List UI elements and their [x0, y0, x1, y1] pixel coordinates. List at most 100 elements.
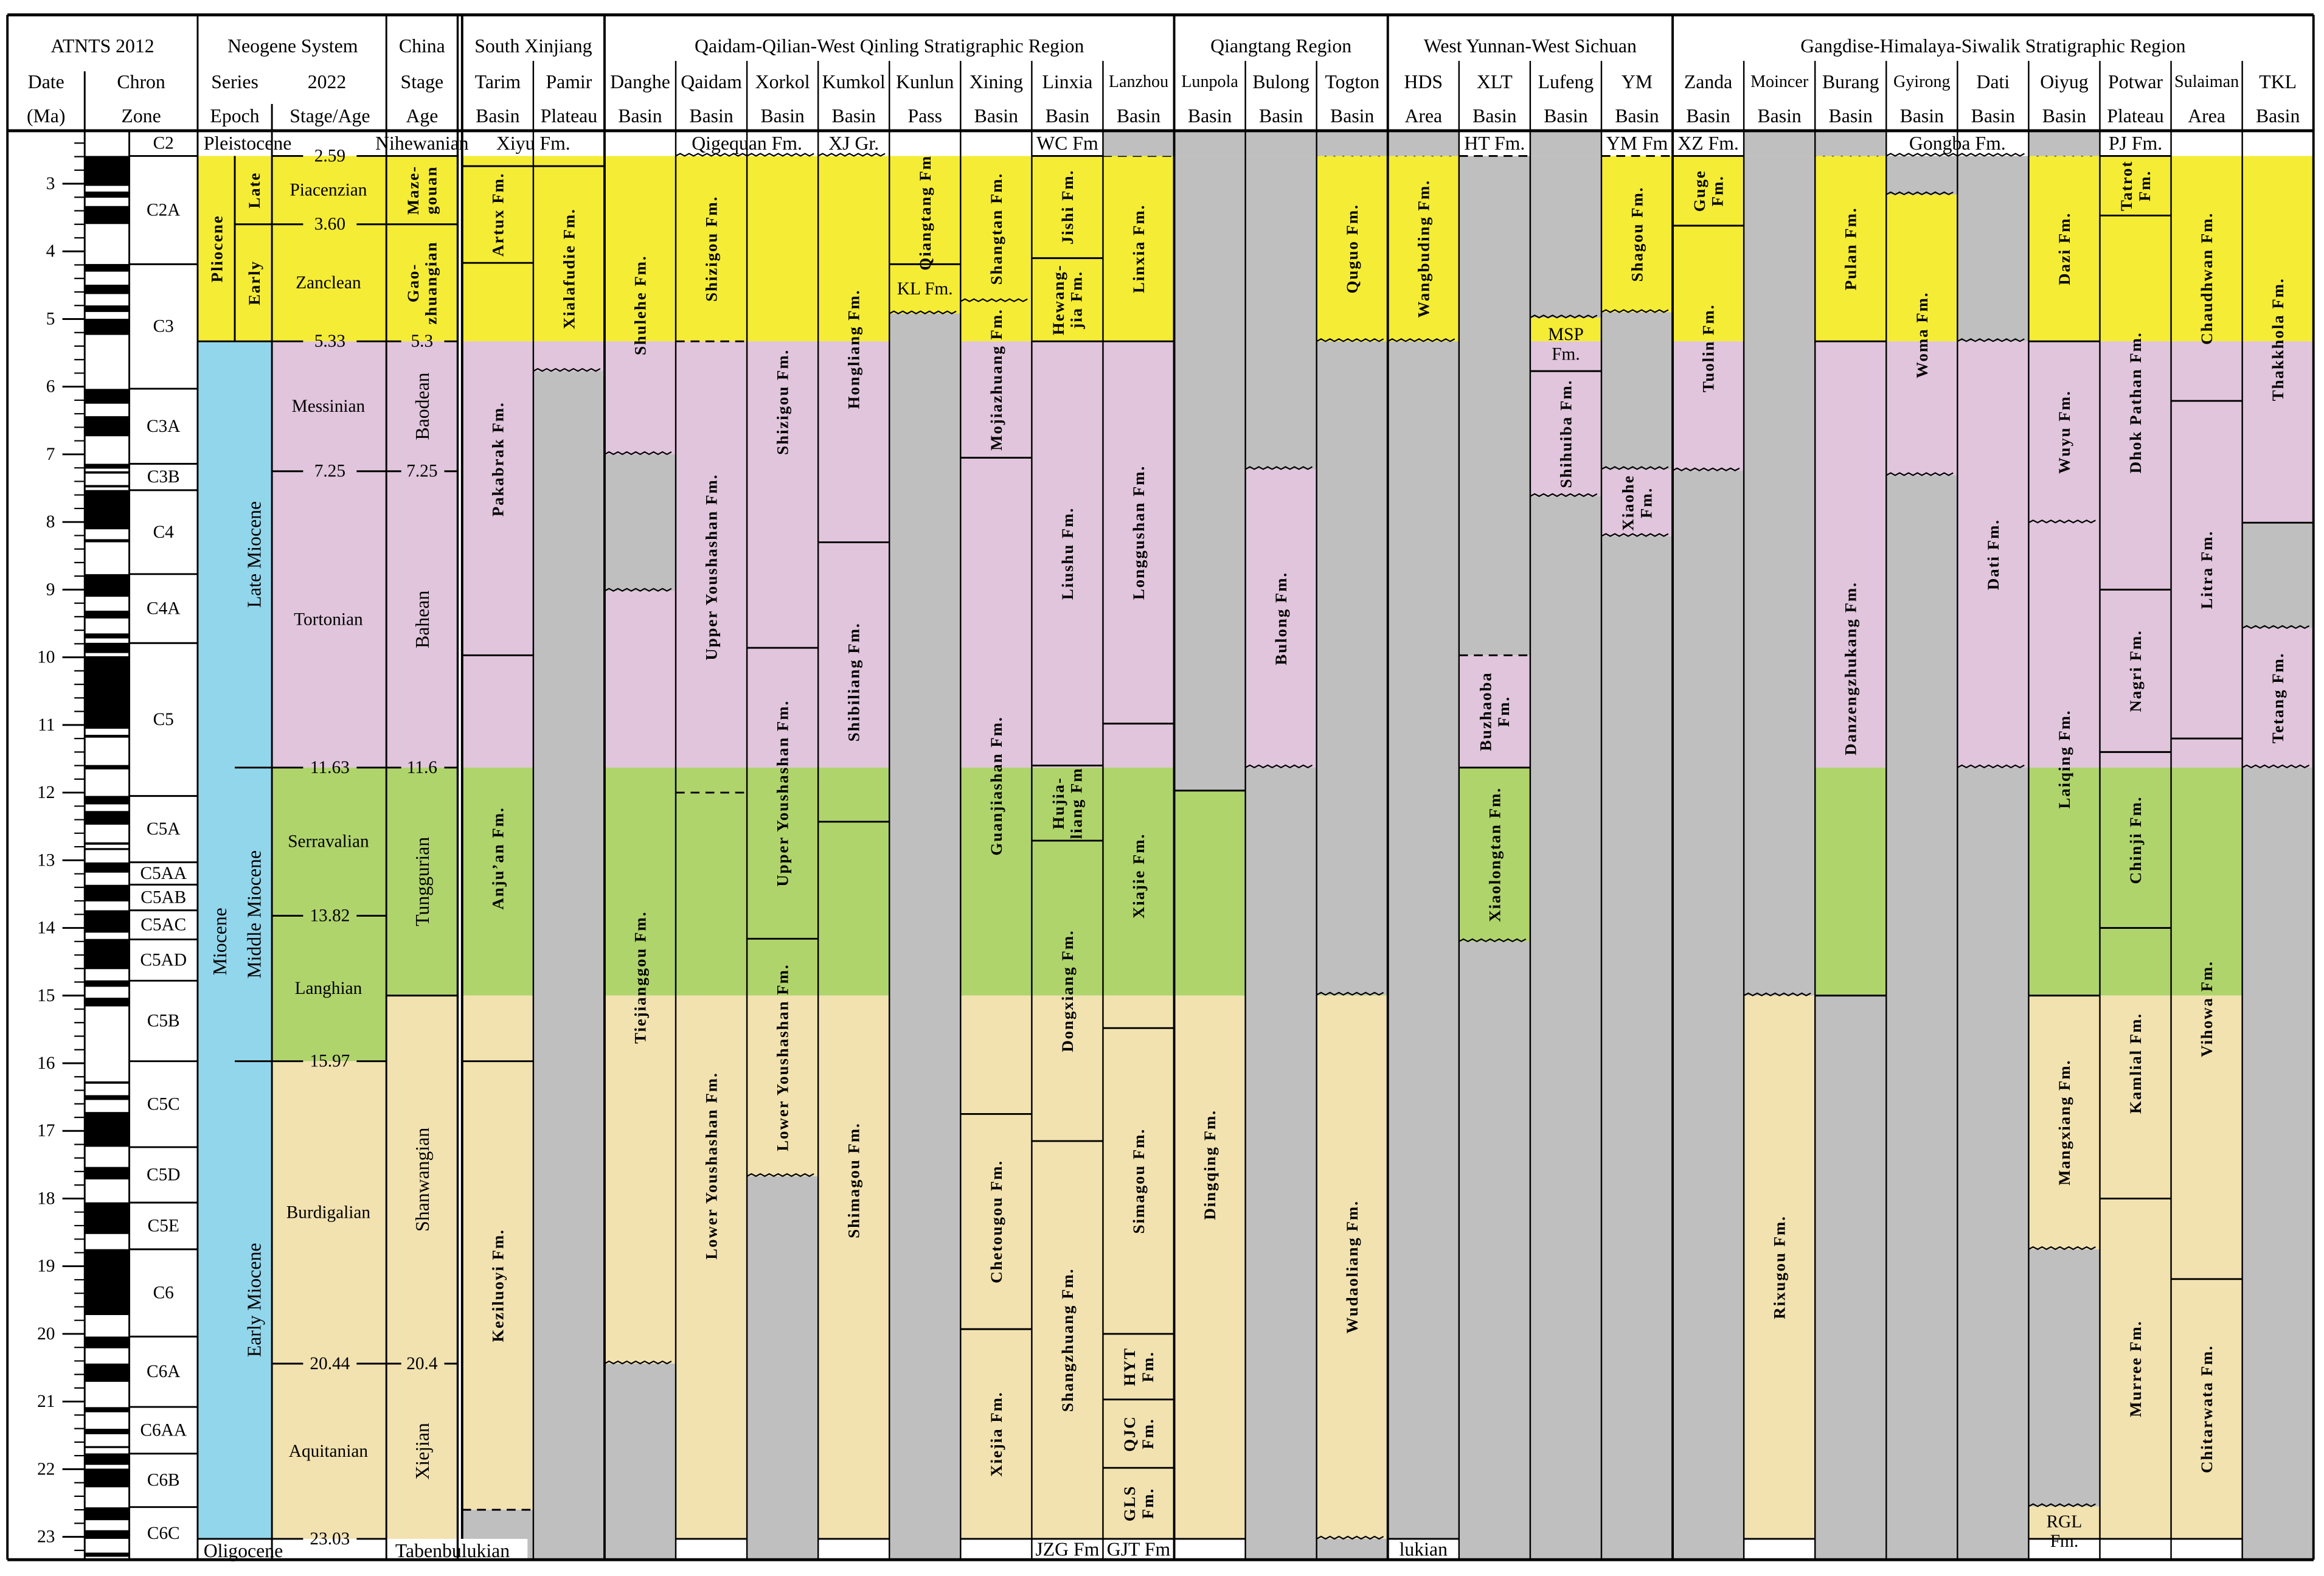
- china-header: China: [399, 35, 445, 57]
- locality-type: Area: [2188, 105, 2225, 127]
- formation-block: [2171, 738, 2242, 768]
- locality-type: Basin: [2042, 105, 2086, 127]
- contact-line: [1530, 493, 1598, 498]
- hiatus-block: [1530, 496, 1601, 1560]
- formation-block: [1032, 841, 1103, 996]
- normal-polarity-interval: [85, 939, 130, 970]
- locality-name: Sulaiman: [2174, 72, 2239, 91]
- tick-label: 14: [37, 918, 55, 938]
- formation-block: [2171, 1279, 2242, 1539]
- china-stage-boundary-age: 5.3: [411, 332, 434, 351]
- formation-block: [462, 263, 533, 342]
- column-xorkol: [747, 156, 819, 1560]
- formation-block: [1174, 995, 1246, 1539]
- formation-block: [462, 655, 533, 768]
- header: [6, 13, 2314, 1561]
- locality-name: Burang: [1822, 71, 1879, 92]
- formation-block: [2028, 1506, 2100, 1539]
- contact-line: [1885, 191, 1954, 196]
- formation-label: Bulong Fm.: [1272, 572, 1290, 665]
- polarity-column: [85, 130, 130, 1560]
- formation-label: Tetang Fm.: [2269, 652, 2287, 743]
- chron-zone-label: C3: [153, 317, 174, 336]
- china-stage-label: Shanwangian: [411, 1128, 432, 1232]
- formation-block: [2100, 215, 2171, 342]
- formation-block: [818, 821, 890, 996]
- formation-block: [747, 767, 819, 939]
- stage-label: Piacenzian: [290, 181, 367, 200]
- formation-label: Litra Fm.: [2197, 530, 2216, 609]
- stage-boundary-age: 5.33: [314, 332, 345, 351]
- chron-zone-label: C6B: [147, 1471, 180, 1490]
- normal-polarity-interval: [85, 998, 130, 1007]
- china-stage-block: [386, 156, 458, 224]
- hiatus-block: [889, 313, 961, 1560]
- stage-label: Burdigalian: [286, 1203, 371, 1222]
- china-stage-label: Xiejian: [411, 1423, 432, 1480]
- stage-label: Messinian: [292, 397, 366, 416]
- column-xining: [960, 156, 1032, 1539]
- stage-label: Langhian: [295, 979, 362, 998]
- formation-label: Dhok Pathan Fm.: [2126, 332, 2145, 473]
- locality-type: Basin: [1900, 105, 1944, 127]
- region-header: Qaidam-Qilian-West Qinling Stratigraphic…: [695, 35, 1084, 57]
- formation-block: [1387, 156, 1459, 342]
- chron-zone-label: C6AA: [140, 1420, 187, 1440]
- formation-block: [2028, 341, 2100, 523]
- contact-line: [604, 588, 672, 592]
- locality-name: XLT: [1477, 71, 1513, 92]
- formation-label: Lower Youshashan Fm.: [774, 963, 792, 1151]
- formation-label: Woma Fm.: [1913, 291, 1931, 378]
- contact-line: [1885, 153, 2025, 157]
- column-qaidam: [676, 156, 747, 1539]
- formation-label-line: MSP: [1548, 325, 1584, 344]
- top-row-cell: [2028, 130, 2100, 156]
- stage-boundary-age: 13.82: [310, 906, 350, 926]
- year-header: 2022: [308, 71, 347, 92]
- formation-block: [1316, 995, 1388, 1539]
- formation-block: [533, 166, 605, 342]
- hiatus-block: [1815, 995, 1887, 1560]
- formation-label-line: Fm.: [1637, 487, 1655, 518]
- locality-type: Basin: [1330, 105, 1374, 127]
- normal-polarity-interval: [85, 389, 130, 404]
- chron-zone-label: C2: [153, 134, 174, 153]
- formation-block: [604, 995, 676, 1364]
- contact-line: [889, 310, 957, 314]
- formation-label: Shihuiba Fm.: [1556, 380, 1575, 488]
- china-stage-block: [386, 341, 458, 471]
- formation-label: Vihowa Fm.: [2197, 960, 2216, 1057]
- formation-block: [2100, 928, 2171, 996]
- china-stage-boundary-age: 20.4: [406, 1354, 438, 1373]
- formation-label-line: Fm.: [1494, 696, 1513, 727]
- formation-label: Shizigou Fm.: [702, 196, 721, 302]
- locality-type: Basin: [1117, 105, 1160, 127]
- formation-label: Simagou Fm.: [1129, 1128, 1148, 1234]
- formation-label: MSP Fm.: [1548, 325, 1584, 364]
- hiatus-block: [1245, 767, 1317, 1560]
- formation-label: Qiangtang Fm.: [916, 150, 934, 270]
- normal-polarity-interval: [85, 206, 130, 224]
- formation-block: [2100, 1198, 2171, 1539]
- formation-block: [1744, 995, 1816, 1539]
- locality-type: Basin: [1757, 105, 1801, 127]
- hiatus-block: [604, 1363, 676, 1560]
- column-pamir: [533, 156, 605, 1560]
- formation-label: Chaudhwan Fm.: [2197, 212, 2216, 345]
- stage-boundary-age: 3.60: [314, 215, 345, 234]
- formation-label: Dingqing Fm.: [1201, 1109, 1219, 1220]
- formation-label: Linxia Fm.: [1129, 204, 1148, 293]
- formation-block: [818, 995, 890, 1539]
- formation-block: [2171, 767, 2242, 996]
- top-formation-label: WC Fm: [1036, 133, 1098, 154]
- locality-name: Bulong: [1252, 71, 1309, 92]
- series-header: Series: [211, 71, 258, 92]
- formation-label: Pakabrak Fm.: [488, 401, 507, 516]
- epoch-header: Epoch: [210, 105, 259, 127]
- locality-name: Moincer: [1750, 72, 1809, 91]
- contact-line: [1316, 991, 1384, 996]
- formation-label-line: Fm.: [2135, 170, 2154, 201]
- hiatus-block: [604, 454, 676, 591]
- normal-polarity-interval: [85, 191, 130, 198]
